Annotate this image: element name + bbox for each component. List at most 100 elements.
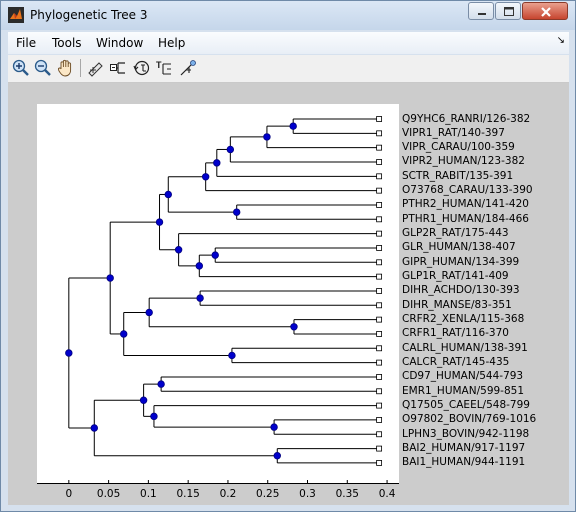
leaf-marker	[376, 130, 383, 137]
internal-node-marker	[195, 262, 204, 270]
menu-file[interactable]: File	[16, 36, 37, 50]
leaf-label[interactable]: Q17505_CAEEL/548-799	[402, 399, 530, 412]
x-tick-label: 0.35	[335, 488, 359, 500]
leaf-label[interactable]: SCTR_RABIT/135-391	[402, 169, 514, 182]
leaf-label[interactable]: BAI2_HUMAN/917-1197	[402, 442, 526, 455]
close-button[interactable]	[522, 2, 568, 20]
leaf-label[interactable]: GIPR_HUMAN/134-399	[402, 255, 520, 268]
find-leaf-icon	[180, 60, 196, 76]
x-tick-label: 0	[65, 488, 73, 500]
leaf-label[interactable]: CALCR_RAT/145-435	[402, 356, 510, 369]
pan-button[interactable]	[56, 58, 76, 78]
window-title: Phylogenetic Tree 3	[30, 8, 148, 22]
x-tick-label: 0.2	[219, 488, 237, 500]
tree-axes[interactable]	[37, 104, 399, 484]
leaf-marker	[376, 159, 383, 165]
prune-button[interactable]	[86, 58, 106, 78]
leaf-marker	[376, 359, 383, 366]
leaf-label[interactable]: VIPR_CARAU/100-359	[402, 141, 515, 154]
leaf-label[interactable]: Q9YHC6_RANRI/126-382	[402, 112, 531, 125]
x-tick-label: 0.4	[378, 488, 396, 500]
collapse-expand-icon	[110, 62, 125, 74]
internal-node-marker	[157, 380, 165, 388]
leaf-label[interactable]: DIHR_ACHDO/130-393	[402, 284, 520, 297]
rename-icon: T	[156, 60, 171, 75]
leaf-label[interactable]: CRFR2_XENLA/115-368	[402, 313, 525, 326]
internal-node-marker	[90, 424, 98, 432]
leaf-marker	[376, 116, 383, 122]
leaf-label[interactable]: CRFR1_RAT/116-370	[402, 327, 509, 340]
internal-node-marker	[273, 452, 281, 460]
leaf-marker	[376, 173, 383, 180]
leaf-label[interactable]: CD97_HUMAN/544-793	[402, 370, 524, 383]
internal-node-marker	[139, 396, 148, 404]
leaf-label[interactable]: GLR_HUMAN/138-407	[402, 241, 516, 254]
leaf-label[interactable]: GLP2R_RAT/175-443	[402, 227, 509, 240]
zoom-in-button[interactable]	[11, 58, 31, 78]
leaf-label[interactable]: CALRL_HUMAN/138-391	[402, 341, 528, 354]
leaf-marker	[376, 331, 383, 337]
zoom-in-icon	[12, 59, 29, 76]
leaf-label[interactable]: PTHR1_HUMAN/184-466	[402, 212, 529, 225]
title-bar[interactable]: Phylogenetic Tree 3	[1, 1, 575, 30]
menu-help[interactable]: Help	[158, 36, 186, 50]
maximize-button[interactable]	[495, 2, 521, 20]
leaf-label[interactable]: LPHN3_BOVIN/942-1198	[402, 427, 530, 440]
leaf-label[interactable]: PTHR2_HUMAN/141-420	[402, 198, 529, 211]
internal-node-marker	[201, 173, 210, 181]
x-tick-label: 0.1	[140, 488, 157, 500]
leaf-marker	[376, 388, 383, 395]
leaf-marker	[376, 144, 383, 151]
internal-node-marker	[65, 349, 73, 357]
rotate-branch-icon	[133, 60, 150, 76]
internal-node-marker	[155, 218, 164, 226]
menu-tools[interactable]: Tools	[52, 36, 82, 50]
rename-button[interactable]: T	[155, 58, 175, 78]
internal-node-marker	[290, 323, 298, 331]
leaf-marker	[376, 202, 383, 208]
menu-window[interactable]: Window	[96, 36, 144, 50]
leaf-marker	[376, 302, 383, 309]
leaf-label[interactable]: GLP1R_RAT/141-409	[402, 270, 509, 283]
phylogenetic-tree	[37, 116, 399, 484]
internal-node-marker	[228, 351, 236, 360]
leaf-label[interactable]: O97802_BOVIN/769-1016	[402, 413, 537, 426]
toolbar-separator	[80, 59, 81, 77]
leaf-marker	[376, 345, 383, 352]
matlab-icon	[8, 7, 24, 23]
toolbar: T	[8, 55, 569, 83]
leaf-marker	[376, 216, 383, 223]
maximize-icon	[504, 7, 514, 16]
menu-bar: File Tools Window Help ↘	[8, 32, 569, 54]
leaf-label[interactable]: DIHR_MANSE/83-351	[402, 298, 512, 311]
zoom-out-icon	[34, 59, 51, 76]
leaf-label[interactable]: EMR1_HUMAN/599-851	[402, 384, 525, 397]
zoom-out-button[interactable]	[33, 58, 53, 78]
internal-node-marker	[174, 246, 183, 254]
internal-node-marker	[150, 412, 158, 421]
collapse-expand-button[interactable]	[109, 58, 129, 78]
minimize-button[interactable]	[468, 2, 494, 20]
internal-node-marker	[263, 133, 271, 141]
leaf-label[interactable]: O73768_CARAU/133-390	[402, 184, 533, 197]
leaf-marker	[376, 273, 383, 280]
leaf-marker	[376, 417, 383, 423]
leaf-marker	[376, 245, 383, 251]
leaf-marker	[376, 259, 383, 266]
internal-node-marker	[270, 423, 278, 431]
x-tick-label: 0.25	[256, 488, 280, 500]
minimize-icon	[478, 13, 486, 15]
leaf-label[interactable]: VIPR1_RAT/140-397	[402, 126, 505, 139]
rotate-branch-button[interactable]	[132, 58, 152, 78]
leaf-marker	[376, 230, 383, 237]
leaf-marker	[376, 288, 383, 294]
leaf-marker	[376, 374, 383, 380]
internal-node-marker	[145, 308, 153, 317]
find-leaf-button[interactable]	[178, 58, 198, 78]
leaf-label[interactable]: VIPR2_HUMAN/123-382	[402, 155, 525, 168]
figure-canvas: Q9YHC6_RANRI/126-382 VIPR1_RAT/140-397 VIP…	[8, 83, 569, 505]
dock-figure-icon[interactable]: ↘	[556, 35, 565, 46]
leaf-label[interactable]: BAI1_HUMAN/944-1191	[402, 456, 526, 469]
x-tick-label: 0.3	[299, 488, 316, 500]
